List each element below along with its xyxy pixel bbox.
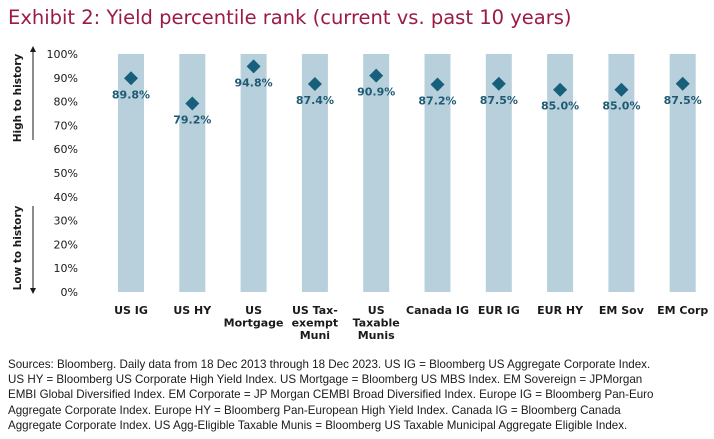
value-marker xyxy=(185,96,200,111)
y-axis-ticks: 0% 10% 20% 30% 40% 50% 60% 70% 80% 90% 100% xyxy=(47,48,78,299)
y-tick-label: 80% xyxy=(54,96,78,109)
value-marker xyxy=(491,76,506,91)
side-annotations: High to history Low to history xyxy=(12,46,36,294)
data-label: 85.0% xyxy=(541,100,579,113)
y-tick-label: 10% xyxy=(54,262,78,275)
category-label: EUR HY xyxy=(537,304,584,317)
y-tick-label: 50% xyxy=(54,167,78,180)
value-marker xyxy=(430,77,445,92)
category-label-line: Taxable xyxy=(353,317,400,330)
value-marker xyxy=(307,76,322,91)
data-labels: 89.8% 79.2% 94.8% 87.4% 90.9% 87.2% 87.5% 85.0%… xyxy=(112,76,702,126)
note-line: Aggregate Corporate Index. Europe HY = B… xyxy=(8,403,621,417)
high-arrow-head xyxy=(30,46,36,52)
range-bar xyxy=(240,54,267,292)
low-to-history-label: Low to history xyxy=(12,205,24,290)
markers xyxy=(124,59,690,111)
range-bar xyxy=(118,54,144,292)
chart-title: Exhibit 2: Yield percentile rank (curren… xyxy=(8,6,572,29)
data-label: 94.8% xyxy=(235,76,273,89)
category-label-line: Munis xyxy=(358,329,395,342)
range-bar xyxy=(363,54,390,292)
note-line: Sources: Bloomberg. Daily data from 18 D… xyxy=(8,358,651,371)
category-label: EM Corp xyxy=(657,304,708,317)
y-tick-label: 90% xyxy=(54,72,78,85)
category-label-line: US Tax- xyxy=(292,304,338,317)
range-bar xyxy=(669,54,696,292)
category-label-line: Canada IG xyxy=(406,304,469,317)
category-label: US Tax-exempt Muni xyxy=(292,304,339,342)
value-marker xyxy=(369,68,384,83)
note-line: US HY = Bloomberg US Corporate High Yiel… xyxy=(8,373,643,387)
category-label: US IG xyxy=(114,304,148,317)
value-marker xyxy=(246,59,261,74)
category-label: Canada IG xyxy=(406,304,469,317)
category-label-line: Muni xyxy=(300,329,330,342)
high-to-history-label: High to history xyxy=(12,54,24,143)
category-label-line: EUR HY xyxy=(537,304,584,317)
category-label-line: US IG xyxy=(114,304,148,317)
y-tick-label: 30% xyxy=(54,215,78,228)
data-label: 85.0% xyxy=(602,100,640,113)
category-label-line: US xyxy=(368,304,385,317)
value-marker xyxy=(553,82,568,97)
category-label-line: US xyxy=(245,304,262,317)
percentile-chart: High to history Low to history 0% 10% 20% 30… xyxy=(12,46,708,342)
y-tick-label: 60% xyxy=(54,143,78,156)
low-arrow-head xyxy=(30,288,36,294)
category-label-line: Mortgage xyxy=(224,317,284,330)
value-marker xyxy=(124,71,138,86)
y-tick-label: 0% xyxy=(61,286,78,299)
range-bar xyxy=(301,54,328,292)
range-bar xyxy=(424,54,451,292)
category-label: EM Sov xyxy=(599,304,645,317)
category-label-line: EUR IG xyxy=(478,304,520,317)
category-label: US HY xyxy=(173,304,212,317)
category-label: EUR IG xyxy=(478,304,520,317)
data-label: 79.2% xyxy=(173,114,211,127)
data-label: 87.2% xyxy=(418,94,456,107)
category-label: US Taxable Munis xyxy=(353,304,400,342)
data-label: 87.5% xyxy=(664,94,702,107)
data-label: 90.9% xyxy=(357,86,395,99)
data-label: 87.5% xyxy=(480,94,518,107)
value-marker xyxy=(675,76,690,91)
range-bar xyxy=(485,54,512,292)
note-line: EMBI Global Diversified Index. EM Corpor… xyxy=(8,388,654,402)
note-line: Aggregate Corporate Index. US Agg-Eligib… xyxy=(8,418,628,432)
y-tick-label: 70% xyxy=(54,119,78,132)
bars xyxy=(118,54,696,292)
category-label-line: exempt xyxy=(292,317,339,330)
y-tick-label: 100% xyxy=(47,48,78,61)
data-label: 89.8% xyxy=(112,88,150,101)
category-label: US Mortgage xyxy=(224,304,284,330)
category-label-line: EM Corp xyxy=(657,304,708,317)
value-marker xyxy=(614,82,629,97)
range-bar xyxy=(179,54,206,292)
source-notes: Sources: Bloomberg. Daily data from 18 D… xyxy=(8,357,708,433)
category-label-line: US HY xyxy=(173,304,212,317)
category-label-line: EM Sov xyxy=(599,304,645,317)
y-tick-label: 20% xyxy=(54,238,78,251)
data-label: 87.4% xyxy=(296,94,334,107)
y-tick-label: 40% xyxy=(54,191,78,204)
